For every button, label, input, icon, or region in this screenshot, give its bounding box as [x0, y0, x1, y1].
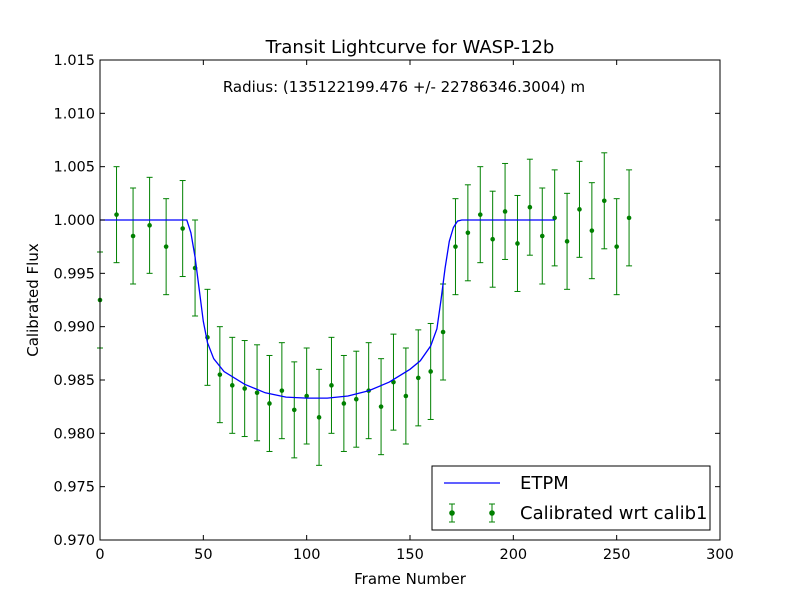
y-tick-label: 0.985: [53, 373, 95, 389]
etpm-model-line: [100, 219, 555, 399]
data-point: [564, 192, 571, 290]
data-point: [588, 182, 595, 280]
data-point: [146, 176, 153, 274]
radius-annotation: Radius: (135122199.476 +/- 22786346.3004…: [223, 78, 585, 96]
legend-data-label: Calibrated wrt calib1: [520, 503, 707, 524]
y-axis-label: Calibrated Flux: [24, 243, 42, 357]
data-point: [291, 361, 298, 459]
x-axis-label: Frame Number: [354, 570, 467, 588]
legend-model-label: ETPM: [520, 473, 569, 494]
data-point: [502, 162, 509, 260]
x-axis: 0 50 100 150 200 250 300: [95, 60, 734, 563]
legend: ETPM Calibrated wrt calib1: [431, 465, 711, 531]
data-point: [130, 187, 137, 285]
data-point: [303, 347, 310, 445]
x-tick-label: 0: [95, 547, 104, 563]
data-layer: [97, 152, 633, 466]
data-point: [353, 350, 360, 448]
x-tick-label: 300: [706, 547, 734, 563]
y-tick-label: 1.010: [53, 106, 95, 122]
x-tick-label: 100: [293, 547, 321, 563]
data-point: [163, 198, 170, 296]
data-point: [266, 354, 273, 452]
data-point: [415, 329, 422, 427]
data-point: [539, 187, 546, 285]
y-tick-label: 1.005: [53, 160, 95, 176]
x-tick-label: 50: [194, 547, 212, 563]
x-tick-label: 250: [603, 547, 631, 563]
plot-area: [100, 60, 720, 540]
data-point: [278, 342, 285, 440]
legend-errorbar-glyph: [489, 503, 495, 523]
y-tick-label: 0.970: [53, 533, 95, 549]
data-point: [316, 368, 323, 466]
data-point: [254, 344, 261, 442]
y-tick-label: 0.980: [53, 426, 95, 442]
y-axis: 0.970 0.975 0.980 0.985 0.990 0.995 1.000 1.005…: [53, 53, 720, 549]
legend-box: [431, 465, 711, 531]
data-point: [241, 340, 248, 438]
legend-data-swatch: [449, 503, 495, 523]
data-point: [613, 198, 620, 296]
y-tick-label: 0.995: [53, 266, 95, 282]
y-tick-label: 0.990: [53, 320, 95, 336]
data-point: [601, 152, 608, 250]
data-point: [514, 194, 521, 292]
data-point: [427, 322, 434, 420]
data-point: [402, 347, 409, 445]
data-point: [551, 169, 558, 267]
data-point: [489, 190, 496, 288]
legend-errorbar-glyph: [449, 503, 455, 523]
y-tick-label: 1.000: [53, 213, 95, 229]
data-point: [328, 336, 335, 434]
data-point: [340, 354, 347, 452]
x-tick-label: 150: [396, 547, 424, 563]
data-point: [229, 336, 236, 434]
data-point: [477, 166, 484, 264]
data-point: [452, 198, 459, 296]
y-tick-label: 1.015: [53, 53, 95, 69]
chart-title: Transit Lightcurve for WASP-12b: [265, 37, 555, 58]
data-point: [626, 169, 633, 267]
data-point: [464, 184, 471, 282]
data-point: [378, 358, 385, 456]
x-tick-label: 200: [499, 547, 527, 563]
data-point: [216, 326, 223, 424]
data-point: [113, 166, 120, 264]
data-point: [179, 180, 186, 278]
data-point: [526, 158, 533, 256]
model-layer: [100, 219, 555, 399]
y-tick-label: 0.975: [53, 480, 95, 496]
data-point: [576, 160, 583, 258]
